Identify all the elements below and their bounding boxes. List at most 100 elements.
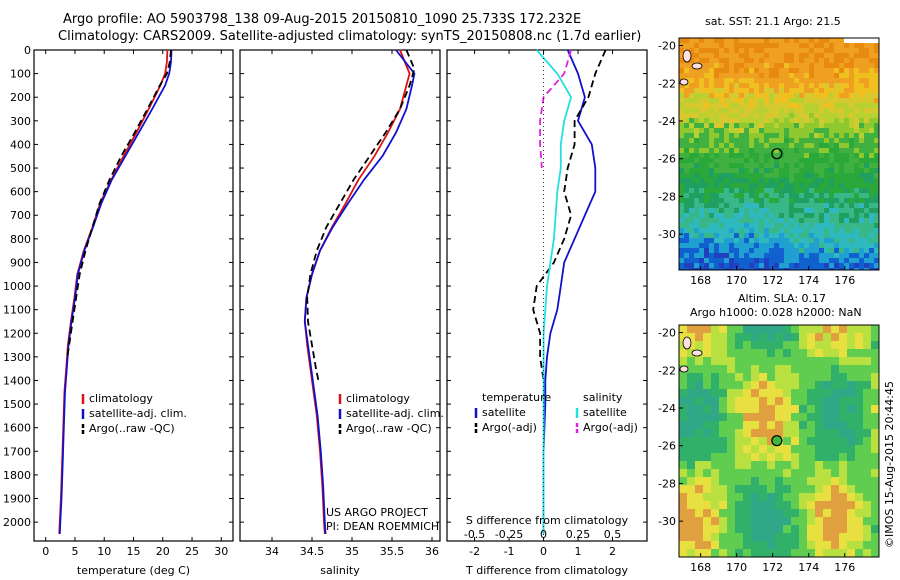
map-cell (769, 213, 775, 219)
map-cell (724, 223, 730, 229)
map-cell (759, 198, 765, 204)
map-cell (694, 143, 700, 149)
map-cell (759, 228, 765, 234)
map-cell (754, 208, 760, 214)
map-cell (759, 38, 765, 44)
map-cell (814, 188, 820, 194)
map-cell (847, 453, 856, 462)
map-cell (839, 258, 845, 264)
x-tick-label: 30 (214, 545, 228, 558)
map-cell (724, 73, 730, 79)
map-cell (809, 228, 815, 234)
map-cell (759, 389, 768, 398)
map-cell (703, 541, 712, 550)
map-cell (874, 158, 879, 164)
map-cell (815, 509, 824, 518)
map-cell (729, 128, 735, 134)
map-cell (699, 43, 705, 49)
map-cell (759, 218, 765, 224)
map-cell (769, 203, 775, 209)
map-cell (719, 43, 725, 49)
map-cell (754, 193, 760, 199)
map-cell (703, 469, 712, 478)
map-cell (784, 43, 790, 49)
map-cell (764, 58, 770, 64)
map-cell (754, 178, 760, 184)
map-cell (699, 108, 705, 114)
map-cell (804, 218, 810, 224)
map-cell (719, 549, 728, 557)
map-cell (871, 525, 879, 534)
map-cell (804, 203, 810, 209)
map-cell (754, 158, 760, 164)
map-cell (794, 223, 800, 229)
map-cell (799, 148, 805, 154)
map-cell (859, 193, 865, 199)
map-cell (735, 397, 744, 406)
map-cell (719, 517, 728, 526)
map-cell (744, 208, 750, 214)
map-cell (814, 168, 820, 174)
map-cell (743, 405, 752, 414)
map-cell (814, 183, 820, 189)
map-cell (871, 421, 879, 430)
map-cell (764, 48, 770, 54)
map-cell (767, 501, 776, 510)
map-cell (831, 485, 840, 494)
map-cell (727, 517, 736, 526)
figure-title-line2: Climatology: CARS2009. Satellite-adjuste… (58, 29, 642, 44)
map-cell (799, 223, 805, 229)
map-cell (844, 73, 850, 79)
map-cell (784, 238, 790, 244)
map-cell (699, 73, 705, 79)
map-cell (789, 188, 795, 194)
map-cell (769, 243, 775, 249)
map-cell (735, 517, 744, 526)
map-cell (804, 163, 810, 169)
map-cell (759, 525, 768, 534)
map-cell (735, 341, 744, 350)
map-cell (869, 228, 875, 234)
map-cell (719, 389, 728, 398)
map-cell (804, 148, 810, 154)
map-cell (815, 541, 824, 550)
map-cell (767, 485, 776, 494)
map-cell (704, 248, 710, 254)
map-cell (859, 98, 865, 104)
map-cell (869, 233, 875, 239)
map-cell (759, 78, 765, 84)
map-cell (679, 461, 688, 470)
map-cell (874, 68, 879, 74)
map-cell (739, 178, 745, 184)
map-cell (719, 421, 728, 430)
map-y-tick-label: -24 (658, 402, 676, 415)
map-cell (804, 138, 810, 144)
map-cell (764, 243, 770, 249)
map-cell (874, 118, 879, 124)
map-cell (684, 73, 690, 79)
map-cell (759, 168, 765, 174)
x-tick-label: 36 (425, 545, 439, 558)
map-cell (729, 78, 735, 84)
map-cell (744, 203, 750, 209)
map-cell (724, 148, 730, 154)
map-cell (744, 48, 750, 54)
map-cell (749, 48, 755, 54)
map-cell (839, 198, 845, 204)
map-cell (863, 501, 872, 510)
map-cell (864, 248, 870, 254)
map-cell (739, 233, 745, 239)
map-cell (849, 243, 855, 249)
map-cell (719, 73, 725, 79)
map-cell (735, 325, 744, 334)
map-cell (739, 153, 745, 159)
map-cell (694, 243, 700, 249)
map-cell (819, 248, 825, 254)
map-cell (824, 108, 830, 114)
map-cell (679, 108, 685, 114)
map-cell (735, 373, 744, 382)
map-cell (871, 493, 879, 502)
map-cell (775, 453, 784, 462)
map-cell (775, 405, 784, 414)
map-cell (783, 349, 792, 358)
